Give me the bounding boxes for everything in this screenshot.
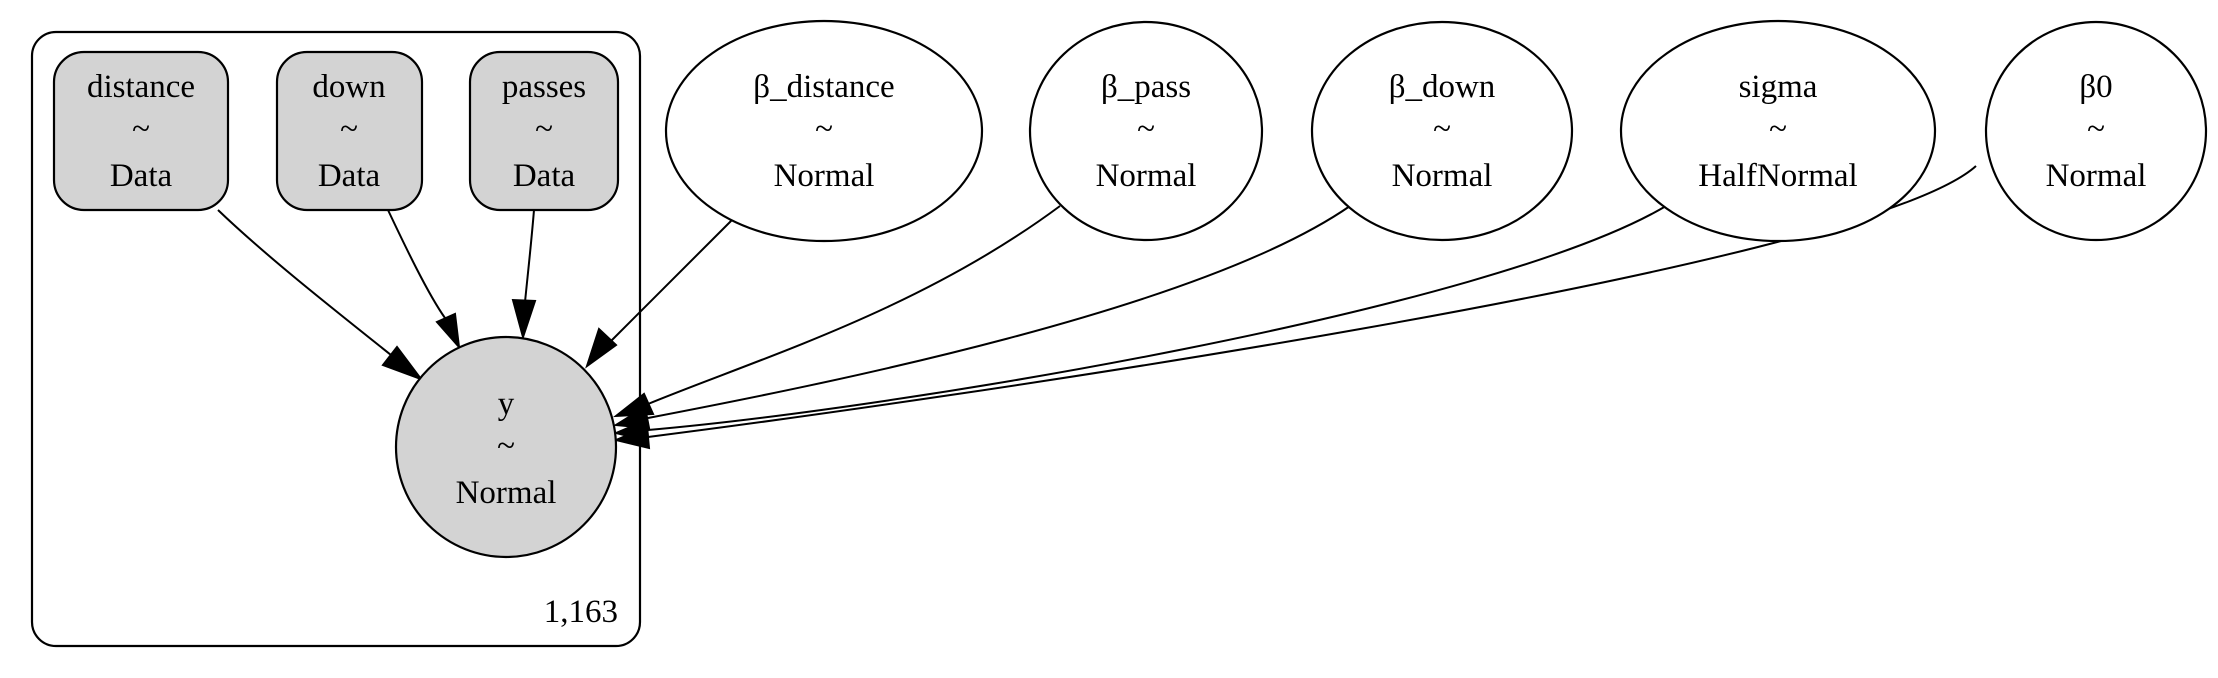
node-beta0-name: β0 (2079, 69, 2112, 105)
node-sigma-tilde: ~ (1769, 111, 1787, 147)
plate-label: 1,163 (544, 594, 618, 630)
node-down: down ~ Data (275, 50, 424, 212)
node-y-name: y (498, 386, 515, 422)
node-beta0-tilde: ~ (2087, 111, 2105, 147)
node-beta-pass-name: β_pass (1101, 69, 1191, 105)
node-beta-pass: β_pass ~ Normal (1028, 20, 1264, 242)
node-sigma-dist: HalfNormal (1698, 158, 1857, 194)
node-beta-pass-dist: Normal (1096, 158, 1197, 194)
node-sigma: sigma ~ HalfNormal (1619, 19, 1937, 243)
edge-beta-pass-to-y (647, 205, 1061, 405)
node-down-name: down (312, 69, 385, 105)
node-down-tilde: ~ (340, 111, 358, 147)
node-passes-name: passes (502, 69, 586, 105)
plate: 1,163 (30, 30, 642, 648)
node-beta-down-tilde: ~ (1433, 111, 1451, 147)
edge-beta-down-to-y (647, 205, 1351, 419)
edge-distance-to-y (217, 209, 392, 356)
node-passes: passes ~ Data (468, 50, 620, 212)
node-passes-tilde: ~ (535, 111, 553, 147)
node-y-dist: Normal (456, 475, 557, 511)
node-beta-distance-name: β_distance (753, 69, 894, 105)
node-beta0-dist: Normal (2046, 158, 2147, 194)
node-sigma-name: sigma (1739, 69, 1818, 105)
node-beta-distance-tilde: ~ (815, 111, 833, 147)
node-passes-dist: Data (513, 158, 576, 194)
arrowhead-passes-to-y (511, 298, 537, 341)
node-beta-down-dist: Normal (1392, 158, 1493, 194)
arrowhead-beta0-to-y (612, 425, 651, 450)
node-y: y ~ Normal (394, 335, 618, 559)
edge-beta-distance-to-y (609, 219, 733, 343)
arrowhead-distance-to-y (381, 345, 424, 382)
node-down-dist: Data (318, 158, 381, 194)
node-distance-name: distance (87, 69, 195, 105)
node-beta-distance-dist: Normal (774, 158, 875, 194)
node-beta-down-name: β_down (1389, 69, 1496, 105)
node-beta-pass-tilde: ~ (1137, 111, 1155, 147)
arrowhead-down-to-y (435, 312, 461, 351)
node-distance-tilde: ~ (132, 111, 150, 147)
edge-sigma-to-y (647, 205, 1667, 431)
node-beta-down: β_down ~ Normal (1310, 20, 1574, 242)
node-distance: distance ~ Data (52, 50, 230, 212)
arrowhead-beta-distance-to-y (585, 327, 618, 369)
node-beta-distance: β_distance ~ Normal (664, 19, 984, 243)
node-y-tilde: ~ (497, 428, 515, 464)
edge-passes-to-y (524, 209, 535, 303)
node-distance-dist: Data (110, 158, 173, 194)
node-beta0: β0 ~ Normal (1984, 20, 2208, 242)
edge-down-to-y (387, 209, 446, 319)
